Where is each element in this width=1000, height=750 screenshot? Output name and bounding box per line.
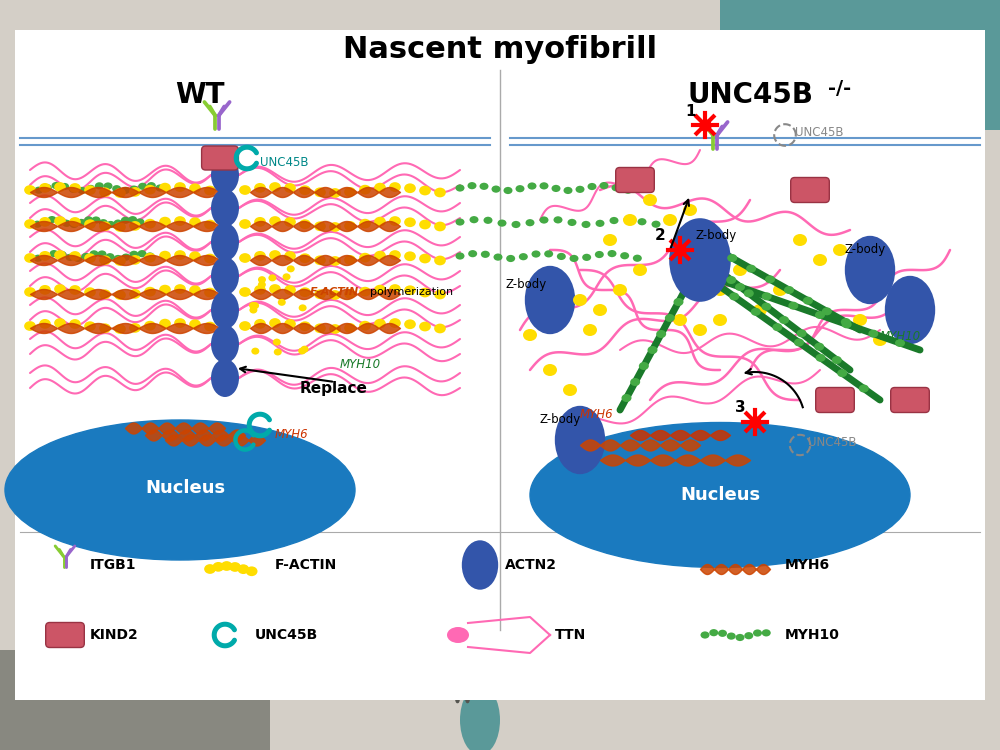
Ellipse shape <box>455 184 464 191</box>
FancyBboxPatch shape <box>15 30 985 700</box>
Ellipse shape <box>219 221 231 231</box>
Ellipse shape <box>280 342 288 349</box>
Ellipse shape <box>174 318 186 328</box>
Ellipse shape <box>114 256 126 266</box>
Ellipse shape <box>583 324 597 336</box>
Ellipse shape <box>404 183 416 193</box>
Ellipse shape <box>267 304 275 311</box>
Ellipse shape <box>575 186 584 193</box>
Ellipse shape <box>593 304 607 316</box>
Ellipse shape <box>174 182 186 192</box>
Ellipse shape <box>762 292 772 300</box>
Ellipse shape <box>540 182 548 190</box>
Ellipse shape <box>84 287 96 297</box>
FancyBboxPatch shape <box>46 622 84 647</box>
Ellipse shape <box>174 251 186 260</box>
Ellipse shape <box>374 319 386 328</box>
Ellipse shape <box>114 220 122 226</box>
Ellipse shape <box>269 182 281 192</box>
Ellipse shape <box>842 320 852 328</box>
Ellipse shape <box>624 187 632 194</box>
Ellipse shape <box>656 330 666 338</box>
Ellipse shape <box>129 187 141 196</box>
Ellipse shape <box>519 253 528 260</box>
Ellipse shape <box>78 187 87 194</box>
Ellipse shape <box>52 182 61 189</box>
Ellipse shape <box>204 288 216 298</box>
Ellipse shape <box>221 561 233 571</box>
Ellipse shape <box>713 284 727 296</box>
Ellipse shape <box>104 182 112 190</box>
FancyBboxPatch shape <box>816 388 854 412</box>
Ellipse shape <box>544 251 553 257</box>
Ellipse shape <box>136 218 144 226</box>
FancyBboxPatch shape <box>791 178 829 203</box>
Ellipse shape <box>253 335 261 342</box>
Ellipse shape <box>434 323 446 333</box>
Ellipse shape <box>90 251 98 257</box>
Ellipse shape <box>24 185 36 195</box>
Ellipse shape <box>873 334 887 346</box>
Ellipse shape <box>130 251 138 258</box>
Ellipse shape <box>389 182 401 192</box>
Ellipse shape <box>553 216 562 223</box>
Ellipse shape <box>174 216 186 226</box>
Ellipse shape <box>837 369 847 377</box>
Ellipse shape <box>114 188 126 198</box>
Ellipse shape <box>254 319 266 328</box>
Ellipse shape <box>893 284 907 296</box>
Ellipse shape <box>607 250 616 257</box>
Ellipse shape <box>797 329 807 338</box>
Ellipse shape <box>673 314 687 326</box>
Text: UNC45B: UNC45B <box>260 155 308 169</box>
Ellipse shape <box>5 420 355 560</box>
Ellipse shape <box>33 220 42 228</box>
Ellipse shape <box>40 218 49 225</box>
Ellipse shape <box>159 251 171 260</box>
Text: UNC45B: UNC45B <box>795 125 844 139</box>
Ellipse shape <box>674 298 684 306</box>
Ellipse shape <box>39 285 51 295</box>
Ellipse shape <box>622 394 632 402</box>
Ellipse shape <box>69 251 81 261</box>
Ellipse shape <box>24 321 36 331</box>
Ellipse shape <box>718 630 727 637</box>
Ellipse shape <box>239 321 251 331</box>
Ellipse shape <box>254 251 266 261</box>
Text: MYH10: MYH10 <box>340 358 381 371</box>
FancyBboxPatch shape <box>616 167 654 193</box>
Ellipse shape <box>147 182 156 189</box>
Text: Nucleus: Nucleus <box>145 479 225 497</box>
Ellipse shape <box>344 187 356 196</box>
Ellipse shape <box>211 291 239 329</box>
Ellipse shape <box>389 318 401 328</box>
Ellipse shape <box>121 187 130 194</box>
Text: MYH6: MYH6 <box>275 428 309 442</box>
Ellipse shape <box>569 255 578 262</box>
Ellipse shape <box>665 314 675 322</box>
Ellipse shape <box>112 185 121 192</box>
Ellipse shape <box>144 219 156 229</box>
Ellipse shape <box>434 256 446 266</box>
Ellipse shape <box>374 183 386 193</box>
Ellipse shape <box>404 251 416 261</box>
Ellipse shape <box>885 276 935 344</box>
Ellipse shape <box>99 290 111 299</box>
Ellipse shape <box>753 304 767 316</box>
Ellipse shape <box>630 378 640 386</box>
Ellipse shape <box>643 194 657 206</box>
Ellipse shape <box>159 285 171 295</box>
Ellipse shape <box>114 222 126 232</box>
Ellipse shape <box>129 255 141 265</box>
Ellipse shape <box>503 187 512 194</box>
Ellipse shape <box>859 385 869 392</box>
Ellipse shape <box>526 219 534 226</box>
Ellipse shape <box>54 251 66 260</box>
Ellipse shape <box>344 323 356 333</box>
Ellipse shape <box>299 287 311 297</box>
Ellipse shape <box>54 284 66 294</box>
Ellipse shape <box>761 303 771 310</box>
Ellipse shape <box>543 364 557 376</box>
Ellipse shape <box>121 217 130 224</box>
